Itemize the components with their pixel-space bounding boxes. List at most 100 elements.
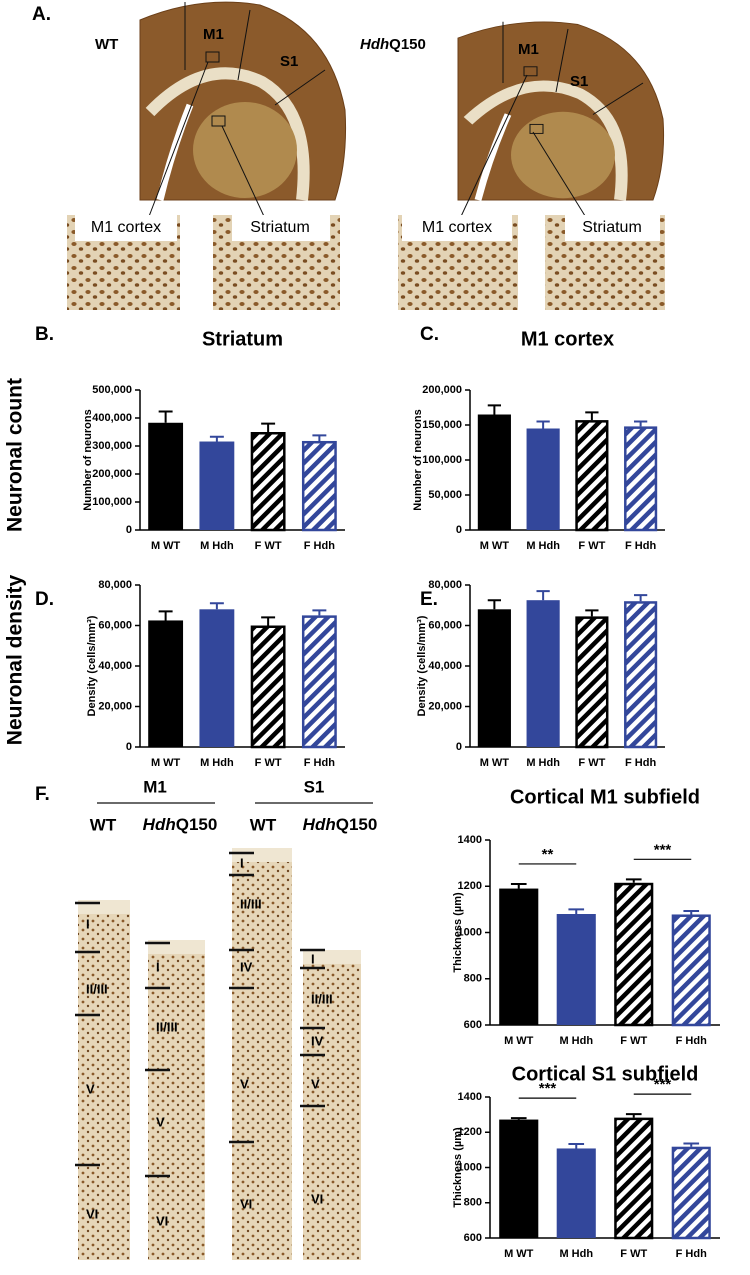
- bar: [250, 432, 286, 532]
- y-tick-label: 200,000: [422, 384, 462, 396]
- x-tick-label: F WT: [620, 1035, 647, 1047]
- y-tick-label: 1000: [458, 926, 482, 938]
- y-tick-label: 600: [464, 1019, 482, 1031]
- region-header: M1: [143, 777, 167, 796]
- chart-title: M1 cortex: [521, 328, 614, 350]
- y-tick-label: 150,000: [422, 419, 462, 431]
- error-bar: [633, 594, 648, 602]
- genotype-label: WT: [95, 36, 118, 53]
- significance-label: ***: [654, 841, 672, 858]
- panel-label: A.: [32, 4, 51, 25]
- layer-label: II/III: [86, 981, 108, 996]
- error-bar: [568, 908, 585, 914]
- error-bar: [510, 882, 527, 889]
- genotype-part: Hdh: [143, 815, 176, 834]
- chart-title: Striatum: [202, 328, 283, 350]
- x-tick-label: M Hdh: [526, 540, 560, 552]
- region-label: S1: [280, 53, 298, 70]
- layer-label: VI: [240, 1196, 252, 1211]
- x-tick-label: F WT: [620, 1248, 647, 1260]
- genotype-part: Q150: [176, 815, 218, 834]
- y-tick-label: 20,000: [98, 700, 132, 712]
- x-tick-label: M WT: [480, 757, 510, 769]
- row-label: Neuronal density: [4, 574, 27, 745]
- y-axis-label: Density (cells/mm³): [416, 615, 428, 716]
- layer-columns: I II/III V VI I II/III V VI I II/III IV V VI I II/III I…: [75, 848, 361, 1260]
- y-tick-label: 40,000: [98, 660, 132, 672]
- layer-label: VI: [311, 1191, 323, 1206]
- x-tick-label: M Hdh: [526, 757, 560, 769]
- error-bar: [261, 616, 276, 626]
- y-axis-label: Thickness (µm): [452, 892, 464, 973]
- chart: M1 cortex Number of neurons 0 50,000 100,000…: [412, 328, 665, 552]
- genotype-label: HdhQ150: [360, 36, 426, 53]
- y-tick-label: 1400: [458, 1091, 482, 1103]
- x-tick-label: F Hdh: [625, 757, 656, 769]
- y-tick-label: 60,000: [428, 619, 462, 631]
- significance-label: ***: [654, 1076, 672, 1093]
- y-tick-label: 0: [456, 741, 462, 753]
- error-bar: [536, 590, 550, 601]
- tissue-column: [148, 940, 205, 1260]
- error-bar: [568, 1143, 585, 1149]
- x-tick-label: M WT: [504, 1035, 534, 1047]
- layer-label: I: [86, 916, 90, 931]
- x-tick-label: F WT: [578, 540, 605, 552]
- bar: [671, 914, 711, 1027]
- bar: [477, 414, 511, 530]
- bar: [671, 1146, 711, 1240]
- tissue-surface: [303, 950, 361, 964]
- error-bar: [683, 1142, 700, 1147]
- error-bar: [536, 420, 550, 429]
- y-tick-label: 800: [464, 1197, 482, 1209]
- layer-label: VI: [156, 1213, 168, 1228]
- inset-label: Striatum: [582, 219, 642, 236]
- layer-label: VI: [86, 1206, 98, 1221]
- row-label: Neuronal count: [4, 378, 27, 532]
- genotype-header: HdhQ150: [143, 815, 218, 834]
- y-axis-label: Number of neurons: [82, 409, 94, 510]
- x-tick-label: F WT: [578, 757, 605, 769]
- error-bar: [487, 599, 502, 610]
- layer-label: V: [86, 1081, 95, 1096]
- bar: [301, 615, 337, 749]
- genotype-part: Hdh: [303, 815, 336, 834]
- x-tick-label: M Hdh: [200, 757, 234, 769]
- y-tick-label: 400,000: [92, 412, 132, 424]
- chart-title: Cortical M1 subfield: [510, 786, 700, 808]
- bar: [624, 601, 658, 749]
- x-tick-label: M Hdh: [200, 540, 234, 552]
- layer-label: I: [156, 959, 160, 974]
- x-tick-label: M Hdh: [559, 1035, 593, 1047]
- error-bar: [633, 420, 648, 427]
- genotype-header: HdhQ150: [303, 815, 378, 834]
- layer-label: I: [240, 855, 244, 870]
- y-tick-label: 200,000: [92, 468, 132, 480]
- inset-label: M1 cortex: [422, 219, 492, 236]
- tissue-surface: [232, 848, 292, 862]
- region-label: M1: [518, 41, 539, 58]
- bar: [556, 1148, 596, 1238]
- y-tick-label: 0: [126, 524, 132, 536]
- y-tick-label: 1200: [458, 880, 482, 892]
- x-tick-label: F Hdh: [304, 540, 335, 552]
- region-label: S1: [570, 73, 588, 90]
- x-tick-label: F Hdh: [625, 540, 656, 552]
- y-tick-label: 0: [456, 524, 462, 536]
- layer-label: II/III: [156, 1019, 178, 1034]
- y-tick-label: 50,000: [428, 489, 462, 501]
- x-tick-label: F Hdh: [676, 1248, 707, 1260]
- tissue-column: [232, 848, 292, 1260]
- error-bar: [625, 878, 642, 883]
- error-bar: [261, 422, 276, 432]
- layer-label: IV: [311, 1033, 324, 1048]
- y-tick-label: 20,000: [428, 700, 462, 712]
- panel-label: D.: [35, 589, 54, 610]
- insets: [67, 215, 665, 310]
- bar: [199, 609, 235, 747]
- layer-label: II/III: [311, 991, 333, 1006]
- chart: Striatum Number of neurons 0 100,000 200,000…: [82, 328, 345, 552]
- error-bar: [158, 610, 173, 621]
- chart: Cortical S1 subfield Thickness (µm) 600 800…: [452, 1063, 720, 1260]
- bar: [250, 625, 286, 749]
